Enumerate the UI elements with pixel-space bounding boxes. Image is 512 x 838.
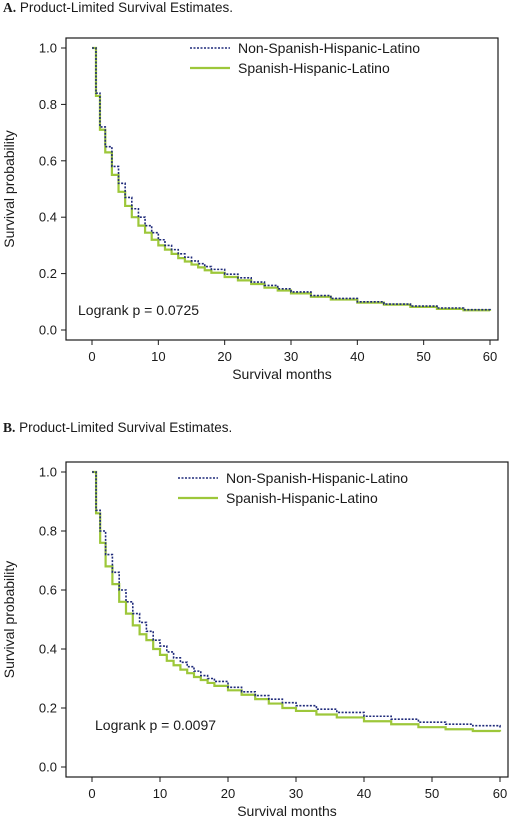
legend-label: Spanish-Hispanic-Latino (238, 60, 390, 76)
y-tick-label: 0.0 (39, 323, 57, 338)
series-line (92, 470, 502, 733)
x-axis-label: Survival months (237, 803, 337, 819)
chart-title: Product-Limited Survival Estimates. (19, 420, 233, 435)
chart-title: Product-Limited Survival Estimates. (19, 0, 233, 15)
x-tick-label: 20 (217, 349, 231, 364)
x-tick-label: 0 (88, 349, 95, 364)
y-tick-label: 1.0 (39, 41, 57, 56)
x-tick-label: 10 (153, 786, 167, 801)
y-axis-label: Survival probability (1, 130, 17, 248)
legend-label: Non-Spanish-Hispanic-Latino (226, 470, 408, 486)
y-tick-label: 0.6 (39, 153, 57, 168)
legend-label: Spanish-Hispanic-Latino (226, 490, 378, 506)
y-axis-label: Survival probability (1, 561, 17, 679)
y-tick-label: 0.0 (39, 760, 57, 775)
series-line (92, 46, 492, 312)
x-tick-label: 50 (416, 349, 430, 364)
y-tick-label: 0.4 (39, 642, 57, 657)
survival-chart-b: 0.0 0.2 0.4 0.6 0.8 1.0 0 10 20 30 40 50 60 Survival … (1, 461, 509, 819)
x-tick-label: 40 (350, 349, 364, 364)
x-tick-label: 10 (151, 349, 165, 364)
x-tick-label: 60 (483, 349, 497, 364)
y-tick-label: 0.4 (39, 210, 57, 225)
logrank-annotation: Logrank p = 0.0097 (95, 717, 216, 733)
y-tick-label: 0.2 (39, 701, 57, 716)
panel-a: A. Product-Limited Survival Estimates. 0… (0, 0, 512, 410)
y-tick-label: 0.6 (39, 583, 57, 598)
plot-frame (65, 37, 499, 341)
logrank-annotation: Logrank p = 0.0725 (78, 302, 199, 318)
series-line (92, 47, 491, 311)
x-tick-label: 20 (221, 786, 235, 801)
plot-frame (65, 461, 509, 778)
x-tick-label: 30 (289, 786, 303, 801)
x-tick-label: 60 (493, 786, 507, 801)
panel-title: A. Product-Limited Survival Estimates. (3, 0, 233, 16)
x-tick-label: 30 (284, 349, 298, 364)
panel-title: B. Product-Limited Survival Estimates. (3, 420, 232, 436)
x-tick-label: 0 (88, 786, 95, 801)
y-tick-label: 1.0 (39, 465, 57, 480)
y-tick-label: 0.8 (39, 97, 57, 112)
x-axis-label: Survival months (232, 366, 332, 382)
legend-label: Non-Spanish-Hispanic-Latino (238, 40, 420, 56)
panel-b: B. Product-Limited Survival Estimates. 0… (0, 420, 512, 838)
series-line (92, 471, 501, 729)
x-tick-label: 40 (357, 786, 371, 801)
survival-chart-a: 0.0 0.2 0.4 0.6 0.8 1.0 0 10 20 30 40 50 60 Survival … (1, 37, 499, 382)
x-tick-label: 50 (425, 786, 439, 801)
y-tick-label: 0.2 (39, 266, 57, 281)
y-tick-label: 0.8 (39, 524, 57, 539)
panel-letter: B. (3, 420, 16, 435)
panel-letter: A. (3, 0, 17, 15)
